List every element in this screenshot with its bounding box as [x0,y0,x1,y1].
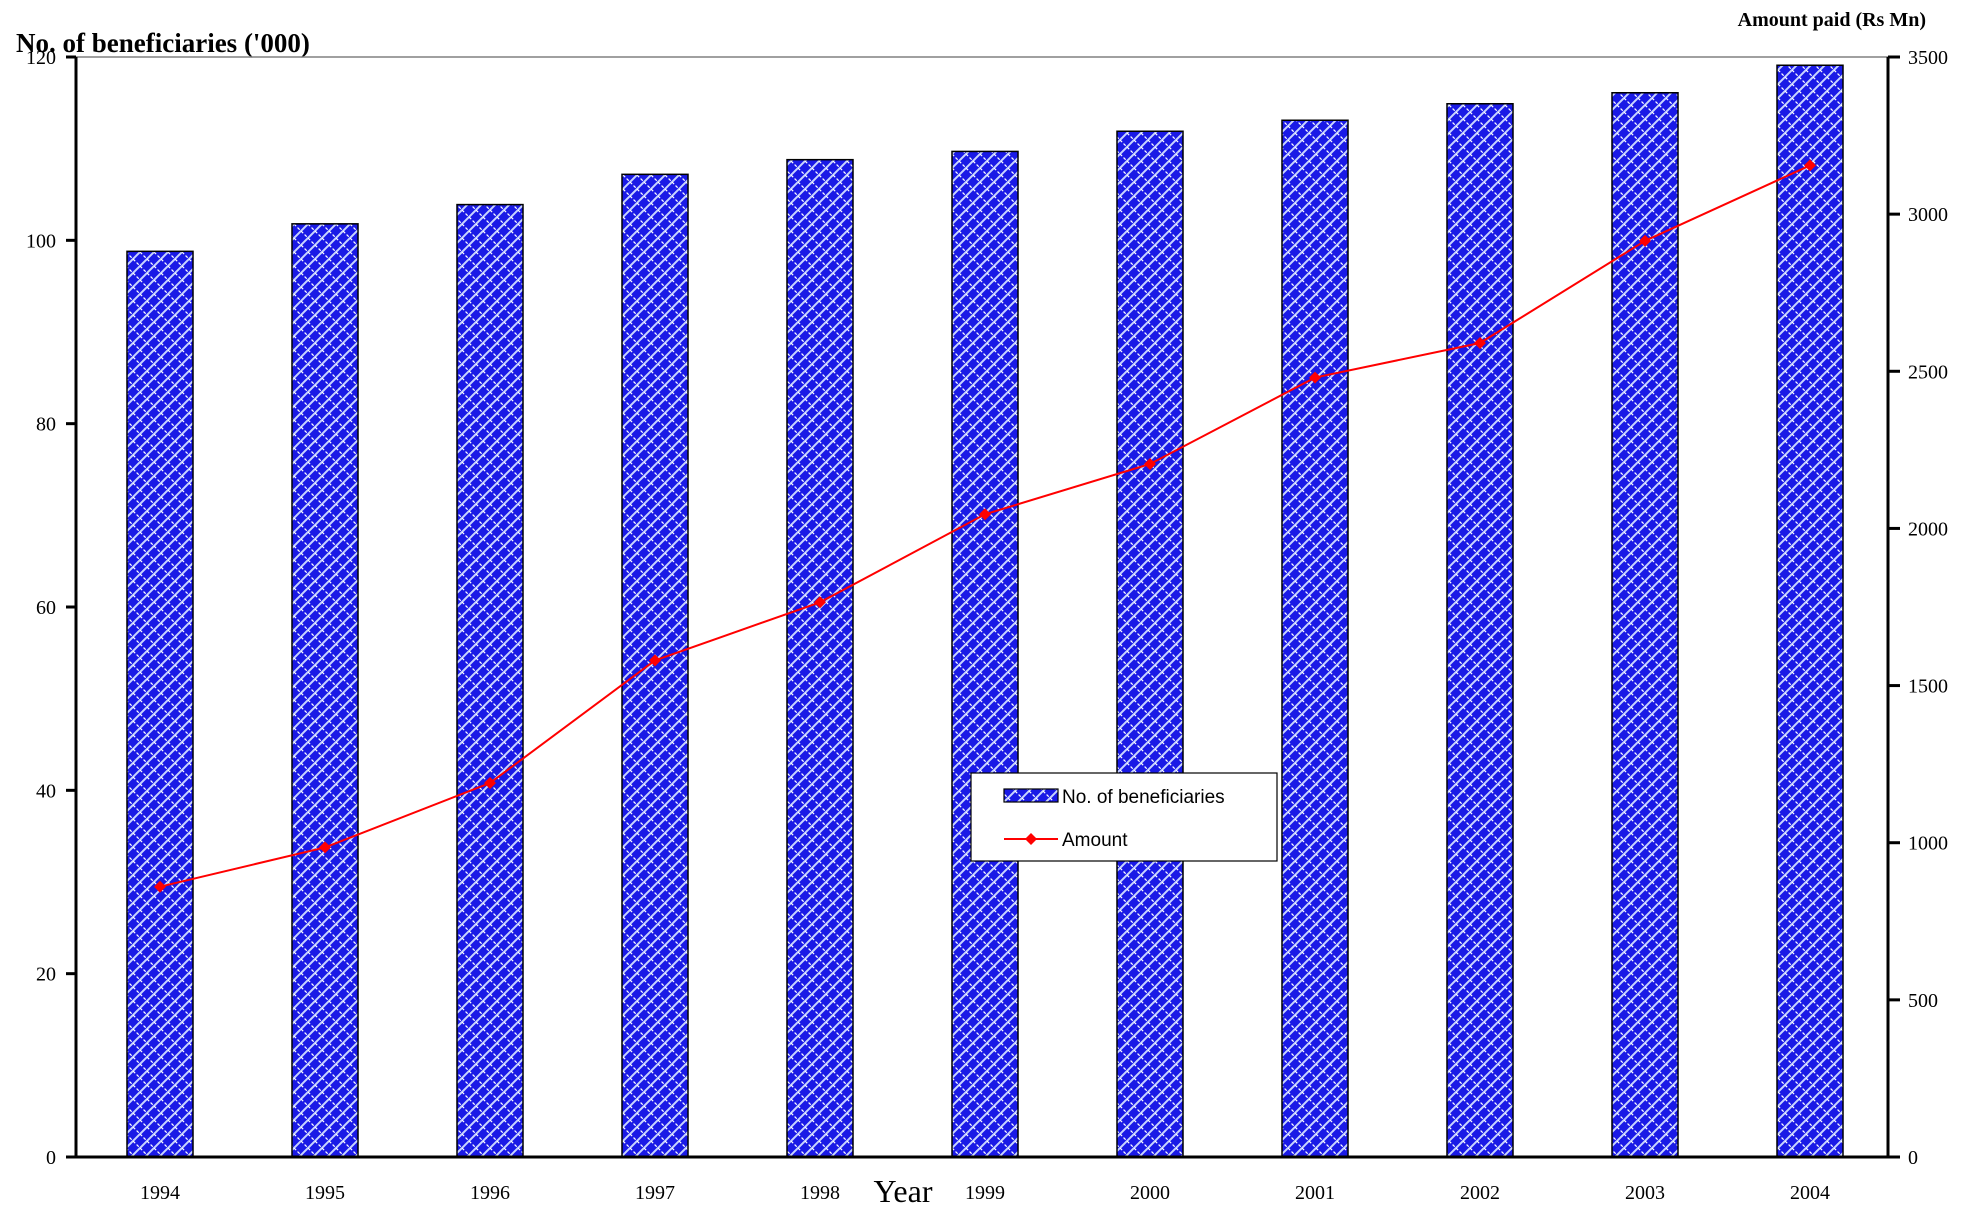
amount-point-1997 [649,654,661,667]
x-tick-label: 1999 [965,1182,1005,1204]
legend-label-amount: Amount [1062,830,1128,851]
y-left-tick-label: 120 [26,47,56,69]
bar-2000 [1116,130,1184,1158]
x-tick-label: 1994 [140,1182,180,1204]
bar-1999 [951,150,1019,1158]
amount-point-2001 [1309,371,1321,384]
amount-point-2003 [1639,234,1651,247]
x-tick-label: 1996 [470,1182,510,1204]
y-axis-right-title: Amount paid (Rs Mn) [1738,9,1926,31]
amount-point-1998 [814,596,826,609]
y-left-tick-label: 40 [36,780,56,802]
bar-2001 [1281,119,1349,1158]
x-tick-label: 2001 [1295,1182,1335,1204]
bar-1996 [456,203,524,1158]
amount-point-1999 [979,508,991,521]
legend-swatch-beneficiaries [1003,788,1059,803]
legend-swatch-amount-marker [1025,833,1037,845]
bars-layer [126,64,1844,1158]
x-tick-label: 2004 [1790,1182,1830,1204]
legend-label-beneficiaries: No. of beneficiaries [1062,787,1225,808]
y-left-tick-label: 80 [36,414,56,436]
amount-point-1995 [319,841,331,854]
y-right-tick-label: 2500 [1908,361,1948,383]
x-tick-label: 1997 [635,1182,675,1204]
bar-1994 [126,250,194,1158]
line-layer [154,159,1816,893]
axes-layer: 0 20 40 60 80 100 120 0 500 1000 1500 2000 2500 3000 3… [26,47,1948,1204]
x-axis-title: Year [874,1173,933,1206]
y-right-tick-label: 0 [1908,1147,1918,1169]
bar-2003 [1611,92,1679,1158]
y-left-tick-label: 100 [26,230,56,252]
bar-2002 [1446,103,1514,1158]
y-right-tick-label: 500 [1908,990,1938,1012]
legend-box [970,772,1278,862]
y-right-tick-label: 2000 [1908,518,1948,540]
y-right-tick-label: 3000 [1908,204,1948,226]
legend: No. of beneficiaries Amount [970,772,1278,862]
y-right-tick-label: 1500 [1908,676,1948,698]
amount-point-2002 [1474,337,1486,349]
y-left-tick-label: 20 [36,964,56,986]
x-tick-label: 2000 [1130,1182,1170,1204]
amount-point-2000 [1144,458,1156,470]
bar-2004 [1776,64,1844,1158]
y-right-tick-label: 3500 [1908,47,1948,69]
amount-point-1994 [154,880,166,893]
y-axis-left-title: No. of beneficiaries ('000) [16,28,310,58]
x-tick-label: 1995 [305,1182,345,1204]
y-left-tick-label: 0 [46,1147,56,1169]
y-right-tick-label: 1000 [1908,833,1948,855]
x-tick-label: 2003 [1625,1182,1665,1204]
bar-1998 [786,158,854,1158]
x-tick-label: 1998 [800,1182,840,1204]
y-left-tick-label: 60 [36,597,56,619]
amount-point-2004 [1804,159,1816,172]
amount-point-1996 [484,777,496,789]
bar-1995 [291,223,359,1158]
x-tick-label: 2002 [1460,1182,1500,1204]
